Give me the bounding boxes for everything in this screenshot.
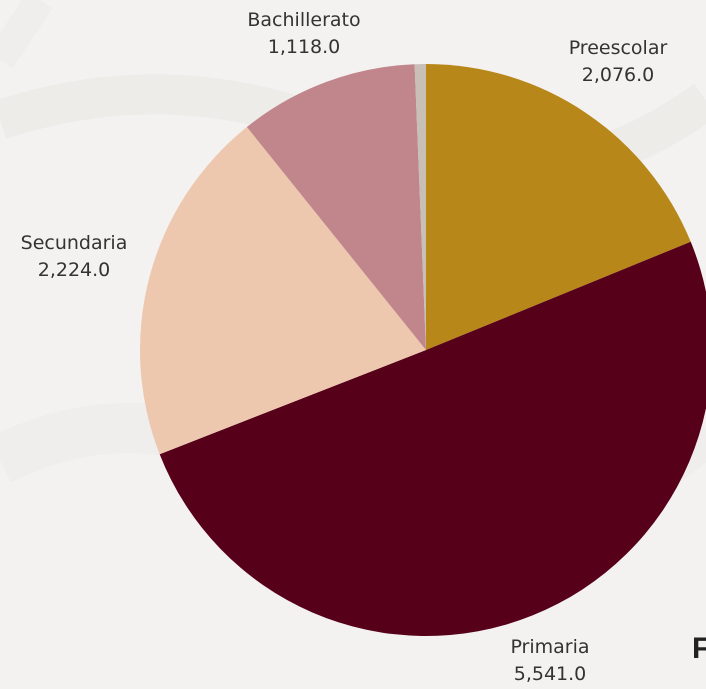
slice-label-secundaria: Secundaria <box>21 232 128 254</box>
pie-labels: Preescolar 2,076.0 Primaria 5,541.0 Secundar… <box>21 9 668 685</box>
pie-slice-other <box>414 64 426 350</box>
cut-off-text: F <box>692 632 706 665</box>
pie-slice-preescolar <box>426 64 691 350</box>
slice-value-primaria: 5,541.0 <box>514 663 587 685</box>
slice-value-preescolar: 2,076.0 <box>582 64 655 86</box>
slice-label-primaria: Primaria <box>510 636 589 658</box>
pie-slice-bachillerato <box>246 64 426 350</box>
slice-value-bachillerato: 1,118.0 <box>268 36 341 58</box>
slice-label-preescolar: Preescolar <box>569 37 668 59</box>
pie-slice-primaria <box>159 241 706 636</box>
slice-label-bachillerato: Bachillerato <box>247 9 360 31</box>
pie-slice-secundaria <box>140 127 427 455</box>
slice-value-secundaria: 2,224.0 <box>38 259 111 281</box>
pie-slices <box>140 64 706 636</box>
